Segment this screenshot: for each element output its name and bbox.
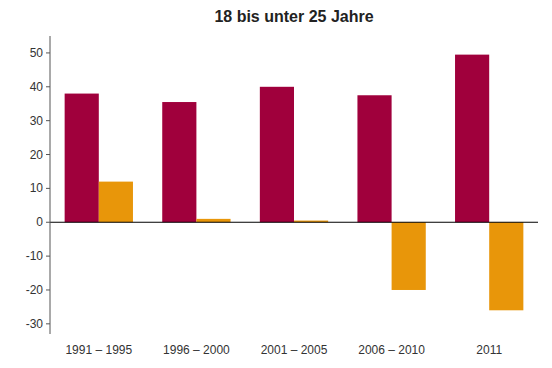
- title: 18 bis unter 25 Jahre: [214, 8, 373, 25]
- y-tick-label: 40: [30, 80, 44, 94]
- y-tick: [46, 188, 50, 189]
- y-tick-label: 30: [30, 114, 44, 128]
- y-tick: [46, 154, 50, 155]
- bar: [162, 102, 196, 222]
- y-tick: [46, 323, 50, 324]
- y-tick-label: 10: [30, 181, 44, 195]
- y-axis-line: [50, 36, 51, 334]
- x-tick-label: 2006 – 2010: [358, 343, 425, 357]
- y-tick-label: 20: [30, 148, 44, 162]
- page: {"chart_data": {"type": "bar", "title": …: [0, 0, 552, 368]
- bars: [65, 55, 524, 311]
- chart-svg: 18 bis unter 25 Jahre -30 -20 -10 0 10 20 30 40 5…: [0, 0, 552, 368]
- bar: [455, 55, 489, 223]
- y-tick: [46, 86, 50, 87]
- chart-container: 18 bis unter 25 Jahre -30 -20 -10 0 10 20 30 40 5…: [0, 0, 552, 368]
- y-tick-label: 50: [30, 46, 44, 60]
- bar: [99, 182, 133, 223]
- bar: [392, 222, 426, 290]
- x-tick-label: 1991 – 1995: [65, 343, 132, 357]
- y-tick: [46, 52, 50, 53]
- x-tick-label: 1996 – 2000: [163, 343, 230, 357]
- y-tick: [46, 222, 50, 223]
- y-tick-label: -10: [26, 249, 44, 263]
- zero-line: [50, 222, 538, 223]
- bar: [260, 87, 294, 222]
- x-tick-label: 2001 – 2005: [261, 343, 328, 357]
- y-tick: [46, 289, 50, 290]
- x-tick-label: 2011: [476, 343, 502, 357]
- bar: [357, 95, 391, 222]
- y-tick: [46, 120, 50, 121]
- y-tick-label: -30: [26, 317, 44, 331]
- y-tick-label: 0: [36, 215, 43, 229]
- y-tick: [46, 256, 50, 257]
- y-tick-label: -20: [26, 283, 44, 297]
- bar: [65, 94, 99, 223]
- bar: [489, 222, 523, 310]
